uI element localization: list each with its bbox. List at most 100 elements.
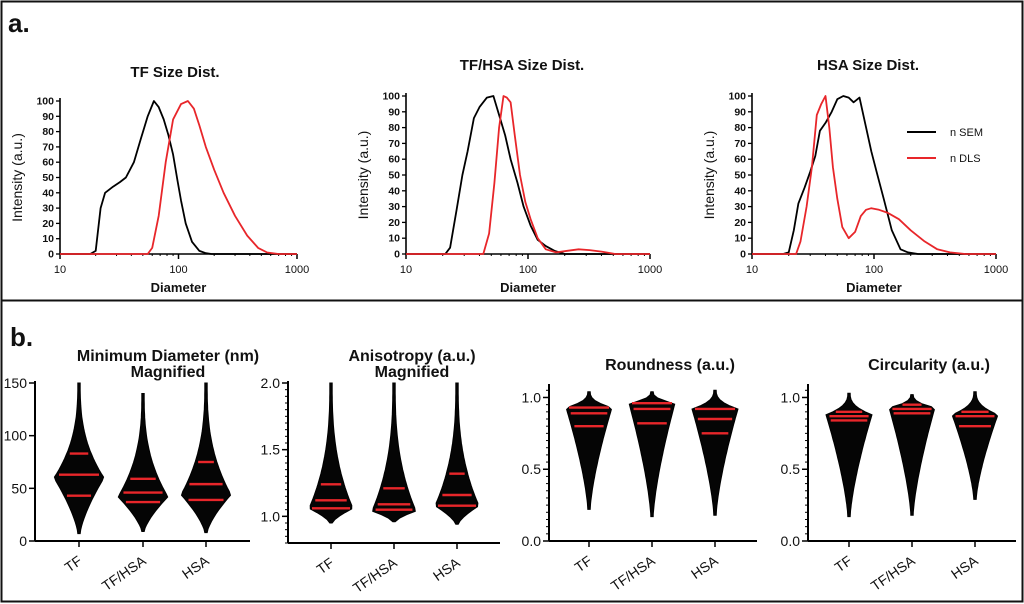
x-tick-label: HSA (179, 552, 212, 582)
series-n-sem (60, 100, 297, 255)
chart-title: TF/HSA Size Dist. (460, 57, 584, 74)
chart-subtitle: Magnified (375, 364, 450, 381)
x-tick-label: TF/HSA (350, 554, 400, 596)
x-tick-label: TF (832, 552, 855, 575)
y-tick-label: 2.0 (261, 375, 281, 391)
y-tick-label: 50 (11, 480, 27, 496)
legend-label: n DLS (950, 153, 981, 165)
chart-title: TF Size Dist. (130, 64, 219, 81)
panel-a-label: a. (8, 8, 30, 38)
y-tick-label: 100 (728, 91, 746, 103)
violin-tf (825, 392, 873, 518)
y-tick-label: 0 (740, 249, 746, 261)
violin-tf (309, 382, 353, 524)
y-tick-label: 0.0 (522, 533, 542, 549)
violin-chart-3: Roundness (a.u.) 0.0 0.5 1.0 TF TF/HSA HSA (522, 357, 757, 594)
y-tick-label: 70 (734, 138, 746, 150)
y-tick-label: 50 (388, 170, 400, 182)
violin-tf-hsa (889, 394, 935, 516)
y-tick-label: 1.0 (261, 508, 281, 524)
x-tick-label: 1000 (638, 264, 662, 276)
chart-title: Circularity (a.u.) (868, 357, 990, 374)
x-tick-label: TF/HSA (99, 552, 149, 594)
y-tick-label: 0 (19, 533, 27, 549)
y-tick-label: 80 (734, 122, 746, 134)
series-n-dls (752, 95, 996, 255)
x-tick-label: TF (572, 552, 595, 575)
y-axis-label: Intensity (a.u.) (355, 131, 371, 220)
x-axis-label: Diameter (500, 280, 556, 295)
violin-hsa (180, 382, 232, 534)
violin-tf-hsa (372, 382, 416, 523)
y-tick-label: 150 (4, 375, 28, 391)
y-tick-label: 100 (36, 96, 54, 108)
x-tick-label: 10 (54, 264, 66, 276)
x-tick-label: 1000 (285, 264, 309, 276)
violin-hsa (435, 382, 479, 525)
y-tick-label: 80 (42, 126, 54, 138)
y-tick-label: 20 (388, 217, 400, 229)
y-tick-label: 0.5 (781, 461, 801, 477)
y-tick-label: 30 (388, 201, 400, 213)
x-axis-label: Diameter (846, 280, 902, 295)
y-tick-label: 1.5 (261, 442, 281, 458)
y-tick-label: 30 (734, 201, 746, 213)
chart-title: Roundness (a.u.) (605, 357, 735, 374)
series-n-dls (60, 100, 297, 255)
y-tick-label: 0.5 (522, 461, 542, 477)
violin-chart-1: Minimum Diameter (nm)Magnified 0 50 100 150 T… (4, 348, 259, 594)
y-tick-label: 50 (734, 170, 746, 182)
x-tick-label: 10 (400, 264, 412, 276)
y-tick-label: 10 (42, 233, 54, 245)
y-axis-label: Intensity (a.u.) (701, 131, 717, 220)
chart-title: HSA Size Dist. (817, 57, 919, 74)
chart-title: Minimum Diameter (nm) (77, 348, 259, 365)
y-tick-label: 20 (42, 218, 54, 230)
violin-hsa (691, 389, 739, 516)
y-tick-label: 30 (42, 203, 54, 215)
y-tick-label: 10 (734, 233, 746, 245)
y-tick-label: 100 (382, 91, 400, 103)
y-tick-label: 40 (42, 187, 54, 199)
x-tick-label: TF (314, 554, 337, 577)
chart-title: Anisotropy (a.u.) (348, 348, 475, 365)
y-tick-label: 60 (42, 157, 54, 169)
x-tick-label: 100 (169, 264, 187, 276)
series-n-sem (406, 95, 650, 255)
x-tick-label: 10 (746, 264, 758, 276)
y-tick-label: 10 (388, 233, 400, 245)
violin-chart-4: Circularity (a.u.) 0.0 0.5 1.0 TF TF/HSA HSA (781, 357, 1016, 594)
chart-subtitle: Magnified (131, 364, 206, 381)
y-tick-label: 80 (388, 122, 400, 134)
violin-tf (566, 391, 612, 510)
x-tick-label: HSA (948, 552, 981, 582)
violin-chart-2: Anisotropy (a.u.)Magnified 1.0 1.5 2.0 TF TF/… (261, 348, 500, 596)
x-tick-label: 100 (519, 264, 537, 276)
x-tick-label: TF/HSA (608, 552, 658, 594)
x-axis-label: Diameter (151, 280, 207, 295)
y-tick-label: 100 (4, 428, 28, 444)
y-tick-label: 0 (48, 249, 54, 261)
y-tick-label: 0.0 (781, 533, 801, 549)
x-tick-label: 100 (865, 264, 883, 276)
series-n-sem (752, 95, 996, 255)
y-tick-label: 60 (734, 154, 746, 166)
violin-hsa (951, 391, 999, 500)
y-tick-label: 90 (734, 106, 746, 118)
x-tick-label: HSA (688, 552, 721, 582)
y-tick-label: 60 (388, 154, 400, 166)
y-tick-label: 20 (734, 217, 746, 229)
y-tick-label: 0 (394, 249, 400, 261)
x-tick-label: TF (62, 552, 85, 575)
y-tick-label: 50 (42, 172, 54, 184)
panel-b-border (0, 299, 1024, 603)
panel-a-border (0, 0, 1024, 302)
x-tick-label: 1000 (984, 264, 1008, 276)
y-tick-label: 40 (388, 185, 400, 197)
series-n-dls (406, 95, 650, 255)
violin-tf-hsa (628, 391, 676, 518)
x-tick-label: TF/HSA (868, 552, 918, 594)
